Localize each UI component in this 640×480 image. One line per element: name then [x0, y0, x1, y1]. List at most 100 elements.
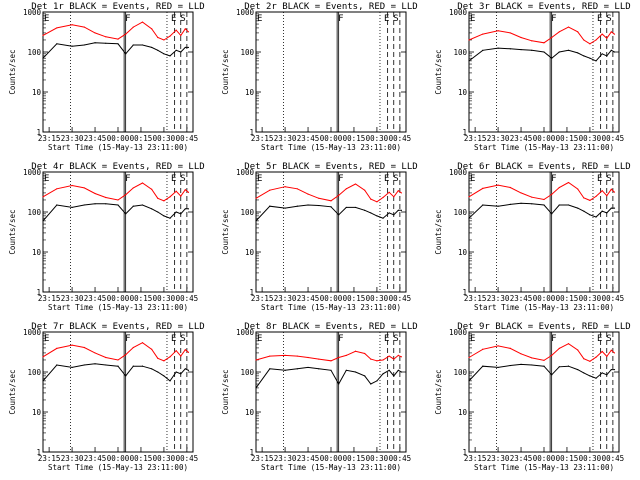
y-tick-label: 100 [240, 208, 254, 217]
data-point [94, 203, 96, 205]
data-point [364, 209, 366, 211]
x-tick-label: 00:00 [533, 454, 556, 463]
data-point [595, 356, 597, 358]
data-point [531, 364, 533, 366]
y-tick-label: 1 [462, 288, 467, 297]
data-point [370, 358, 372, 360]
data-point [577, 349, 579, 351]
data-point [318, 368, 320, 370]
data-point [151, 28, 153, 30]
data-point [613, 352, 616, 354]
data-point [169, 55, 171, 57]
x-tick-label: 00:45 [389, 294, 412, 303]
y-tick-label: 100 [27, 368, 41, 377]
data-point [151, 348, 153, 350]
data-point [606, 37, 608, 39]
data-point [180, 213, 182, 215]
x-tick-label: 23:30 [487, 134, 510, 143]
data-point [83, 26, 85, 28]
y-tick-label: 1000 [449, 8, 468, 17]
data-point [577, 52, 579, 54]
y-tick-label: 1 [462, 128, 467, 137]
data-point [163, 375, 165, 377]
data-point [151, 208, 153, 210]
data-point [117, 43, 119, 45]
y-tick-label: 1000 [23, 168, 42, 177]
event-marker-label: E [597, 14, 602, 24]
data-point [42, 380, 44, 382]
data-point [558, 31, 560, 33]
data-point [520, 192, 522, 194]
x-tick-label: 23:15 [464, 454, 487, 463]
event-marker-label: E [470, 334, 475, 344]
event-marker-label: E [257, 334, 262, 344]
data-point [497, 366, 499, 369]
series-line-events [42, 42, 189, 59]
data-point [187, 191, 190, 193]
series-line-events [42, 363, 189, 382]
y-tick-label: 100 [27, 48, 41, 57]
event-marker-label: F [125, 334, 130, 344]
data-point [583, 39, 585, 41]
x-tick-label: 23:15 [38, 134, 61, 143]
data-point [105, 42, 107, 44]
data-point [468, 356, 470, 359]
y-tick-label: 1000 [449, 328, 468, 337]
y-axis-label: Counts/sec [8, 209, 17, 254]
data-point [393, 375, 395, 377]
y-axis-label: Counts/sec [434, 209, 443, 254]
x-tick-label: 00:30 [579, 454, 602, 463]
y-tick-label: 10 [245, 248, 255, 257]
data-point [296, 368, 298, 370]
data-point [382, 196, 384, 199]
panel-title: Det 1r BLACK = Events, RED = LLD [31, 2, 204, 12]
y-tick-label: 100 [453, 208, 467, 217]
data-point [613, 33, 616, 35]
x-tick-label: 00:00 [107, 454, 130, 463]
data-point [589, 375, 591, 377]
x-tick-label: 23:30 [61, 134, 84, 143]
data-point [105, 36, 107, 38]
x-tick-label: 00:00 [320, 454, 343, 463]
data-point [531, 203, 533, 205]
data-point [71, 206, 73, 209]
data-point [71, 344, 73, 346]
x-tick-label: 00:00 [107, 294, 130, 303]
data-point [543, 365, 545, 367]
series-line-events [468, 202, 615, 219]
data-point [589, 360, 591, 362]
series-line-events [468, 47, 615, 62]
data-point [125, 354, 127, 356]
data-point [583, 55, 585, 57]
data-point [364, 189, 366, 191]
data-point [388, 355, 390, 357]
y-axis-label: Counts/sec [434, 49, 443, 94]
data-point [567, 365, 570, 367]
data-point [338, 383, 340, 385]
data-point [307, 193, 309, 195]
x-axis-label: Start Time (15-May-13 23:11:00) [474, 303, 614, 312]
data-point [125, 375, 127, 377]
data-point [94, 363, 96, 365]
data-point [117, 365, 119, 367]
x-tick-label: 00:45 [176, 134, 199, 143]
data-point [94, 32, 96, 34]
data-point [157, 211, 159, 213]
data-point [330, 360, 332, 362]
data-point [577, 368, 579, 371]
data-point [180, 373, 182, 375]
data-point [558, 204, 560, 206]
data-point [595, 60, 597, 62]
data-point [364, 375, 366, 377]
y-tick-label: 10 [32, 408, 42, 417]
x-tick-label: 23:15 [251, 294, 274, 303]
data-point [595, 377, 597, 379]
data-point [117, 199, 119, 201]
event-marker-label: E [257, 174, 262, 184]
data-point [169, 380, 171, 382]
data-point [330, 369, 332, 371]
data-point [184, 208, 186, 210]
data-point [601, 350, 603, 353]
data-point [175, 211, 177, 213]
